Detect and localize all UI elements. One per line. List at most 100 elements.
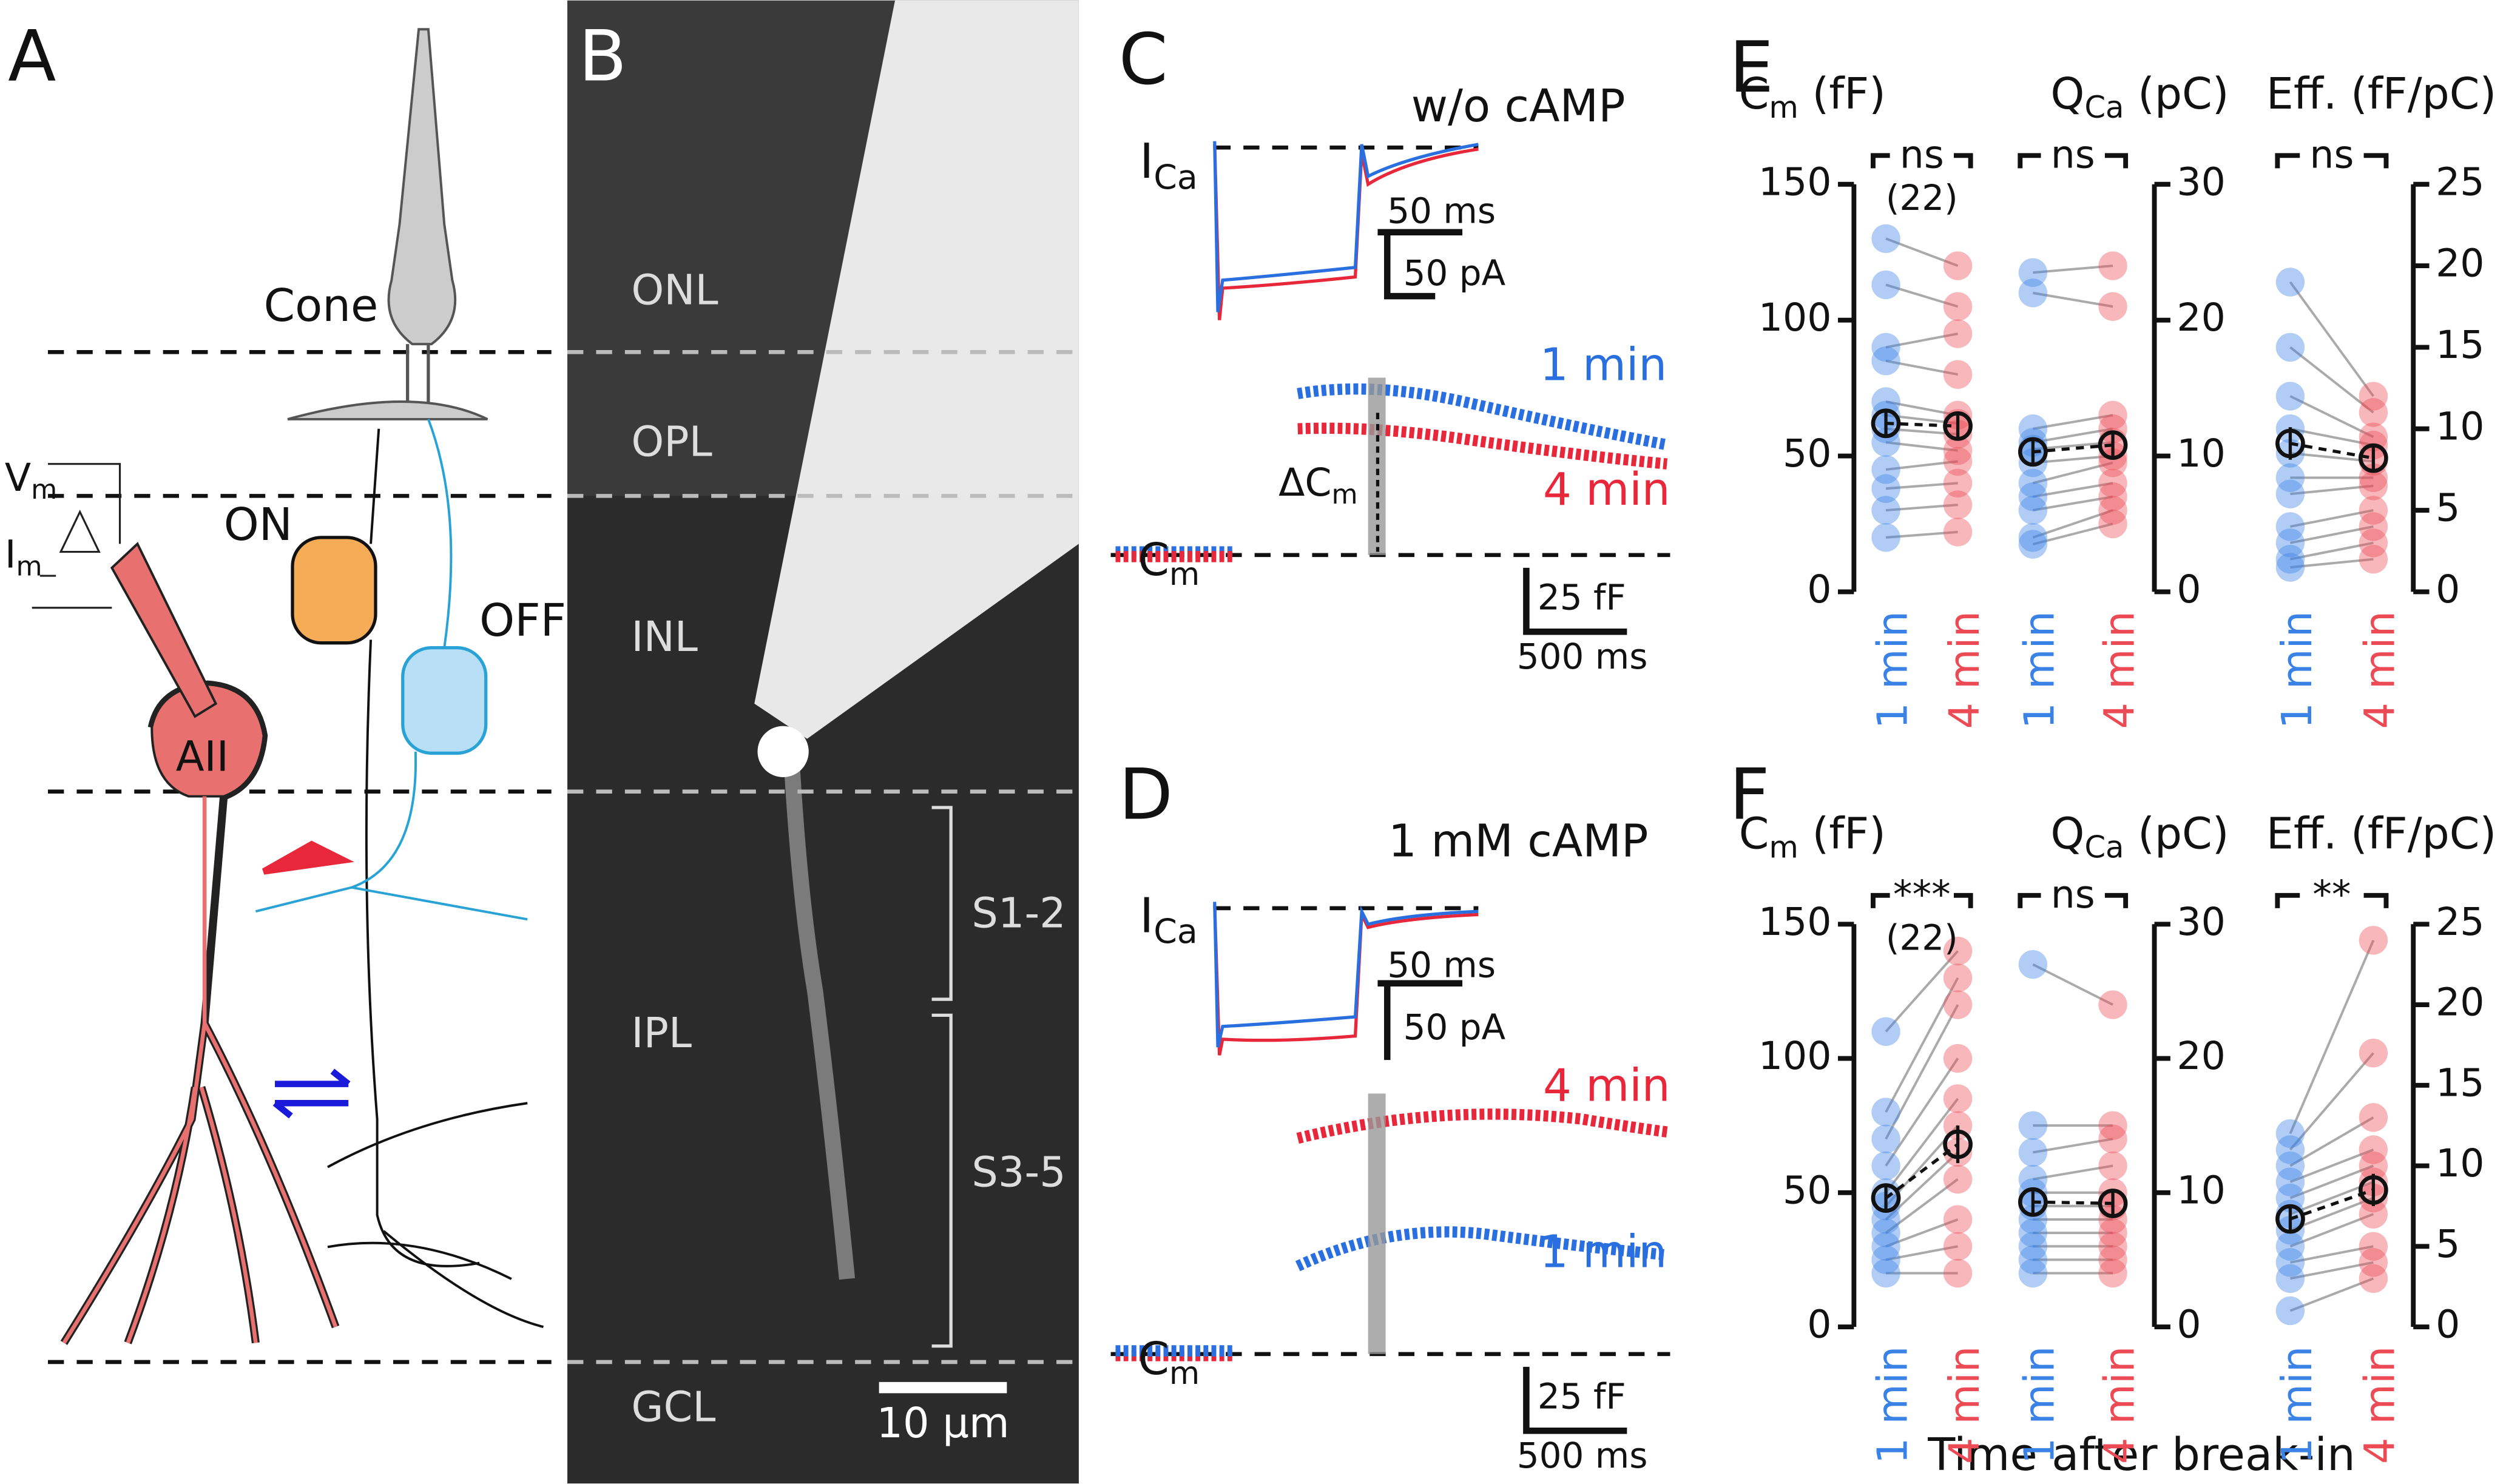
pipette-label: Im [5,531,42,582]
y-axis-label: QCa (pC) [2050,68,2229,124]
panel-letter: F [1729,754,1770,836]
y-tick-label: 100 [1758,295,1832,340]
pair-line [2033,1164,2113,1181]
y-axis-label: QCa (pC) [2050,808,2229,865]
mean-point [1871,408,1901,439]
delta-label-part: ΔC [1278,460,1331,505]
pair-line [2289,1116,2374,1167]
y-axis-label: Eff. (fF/pC) [2266,808,2496,858]
data-point [2098,1232,2127,1261]
data-point [2018,496,2048,525]
data-point [2359,398,2388,427]
y-tick-label: 150 [1758,159,1832,204]
pair-line [1885,1151,1959,1221]
scale-label: 50 pA [1403,252,1506,294]
x-axis-label: Time after break-in [1927,1429,2355,1481]
y-axis-label-part: (pC) [2124,68,2229,118]
data-point [1943,936,1973,966]
y-axis-label: Cm (fF) [1739,808,1886,865]
time-label: 4 min [1543,464,1670,516]
data-point [2359,544,2388,574]
y-tick-label: 150 [1758,899,1832,944]
data-point [1871,1151,1900,1181]
data-point [1871,523,1900,552]
trace-label-part: C [1138,535,1169,586]
data-point [1871,1124,1900,1153]
y-tick-label: 30 [2177,159,2225,204]
y-axis-label-part: C [1739,68,1769,118]
y-tick-label: 10 [2436,403,2484,448]
data-point [2359,1135,2388,1164]
data-point [1943,292,1973,321]
x-tick-label: 4 min [1940,1346,1989,1464]
data-point [2275,1264,2305,1293]
pair-line [2290,1245,2374,1264]
pair-line [1885,950,1959,1033]
data-point [1871,346,1900,376]
y-axis-label: Eff. (fF/pC) [2266,68,2496,118]
y-tick-label: 10 [2436,1141,2484,1186]
data-point [1943,518,1973,547]
pipette-label: Vm [5,455,57,505]
data-point [2275,479,2305,508]
pair-line [1885,441,1958,452]
y-tick-label: 5 [2436,1221,2460,1266]
y-axis-label-part: Ca [2084,90,2124,125]
data-point [2018,1138,2048,1167]
data-point [2359,1038,2388,1068]
cell-label: OFF [479,595,566,647]
time-label: 1 min [1540,1227,1667,1278]
y-tick-label: 0 [2177,1302,2201,1347]
pipette-label-part: V [5,455,31,500]
pair-line [1885,283,1959,308]
pair-line [2032,963,2113,1006]
data-point [1871,1098,1900,1127]
y-tick-label: 20 [2177,295,2225,340]
layer-label: GCL [631,1383,715,1432]
pair-line [2033,495,2113,512]
data-point [1943,251,1973,280]
trace-label-part: m [1169,1355,1200,1392]
significance: ns [1900,132,1944,177]
data-point [2098,1111,2127,1140]
trace-label-part: C [1138,1334,1169,1385]
data-point [2018,1258,2048,1288]
layer-label: OPL [631,418,712,467]
data-point [2275,1232,2305,1261]
y-axis-label-part: m [1769,90,1798,125]
y-tick-label: 15 [2436,1060,2484,1105]
pair-line [2033,1138,2113,1154]
data-point [2359,496,2388,525]
pair-line [2033,265,2113,274]
significance: ns [2309,132,2354,177]
pair-line [2290,541,2374,561]
data-point [1871,455,1900,484]
pair-line [1885,400,1958,417]
data-point [2098,251,2127,280]
y-axis-label-part: Q [2050,68,2084,118]
data-point [1943,1258,1973,1288]
pair-line [1885,1218,1959,1248]
retina-diagram [32,28,552,1364]
pair-line [2289,1148,2374,1183]
x-tick-label: 1 min [1868,1346,1917,1464]
pair-line [1885,1004,1959,1140]
data-point [2018,1232,2048,1261]
data-point [1943,468,1973,498]
data-point [2275,1167,2305,1196]
y-tick-label: 0 [1807,567,1831,612]
data-point [2359,1103,2388,1132]
sig-bg [1890,149,1954,162]
data-point [2359,382,2388,411]
data-point [1871,224,1900,254]
y-tick-label: 0 [2436,567,2460,612]
sig-bg [2300,889,2364,902]
pipette-label-part: m [16,551,42,582]
pair-line [2289,1196,2374,1232]
x-tick-label: 1 min [2273,611,2322,729]
panel-title: 1 mM cAMP [1388,816,1648,868]
data-point [2098,496,2127,525]
data-point [1871,1205,1900,1234]
data-point [1943,1205,1973,1234]
